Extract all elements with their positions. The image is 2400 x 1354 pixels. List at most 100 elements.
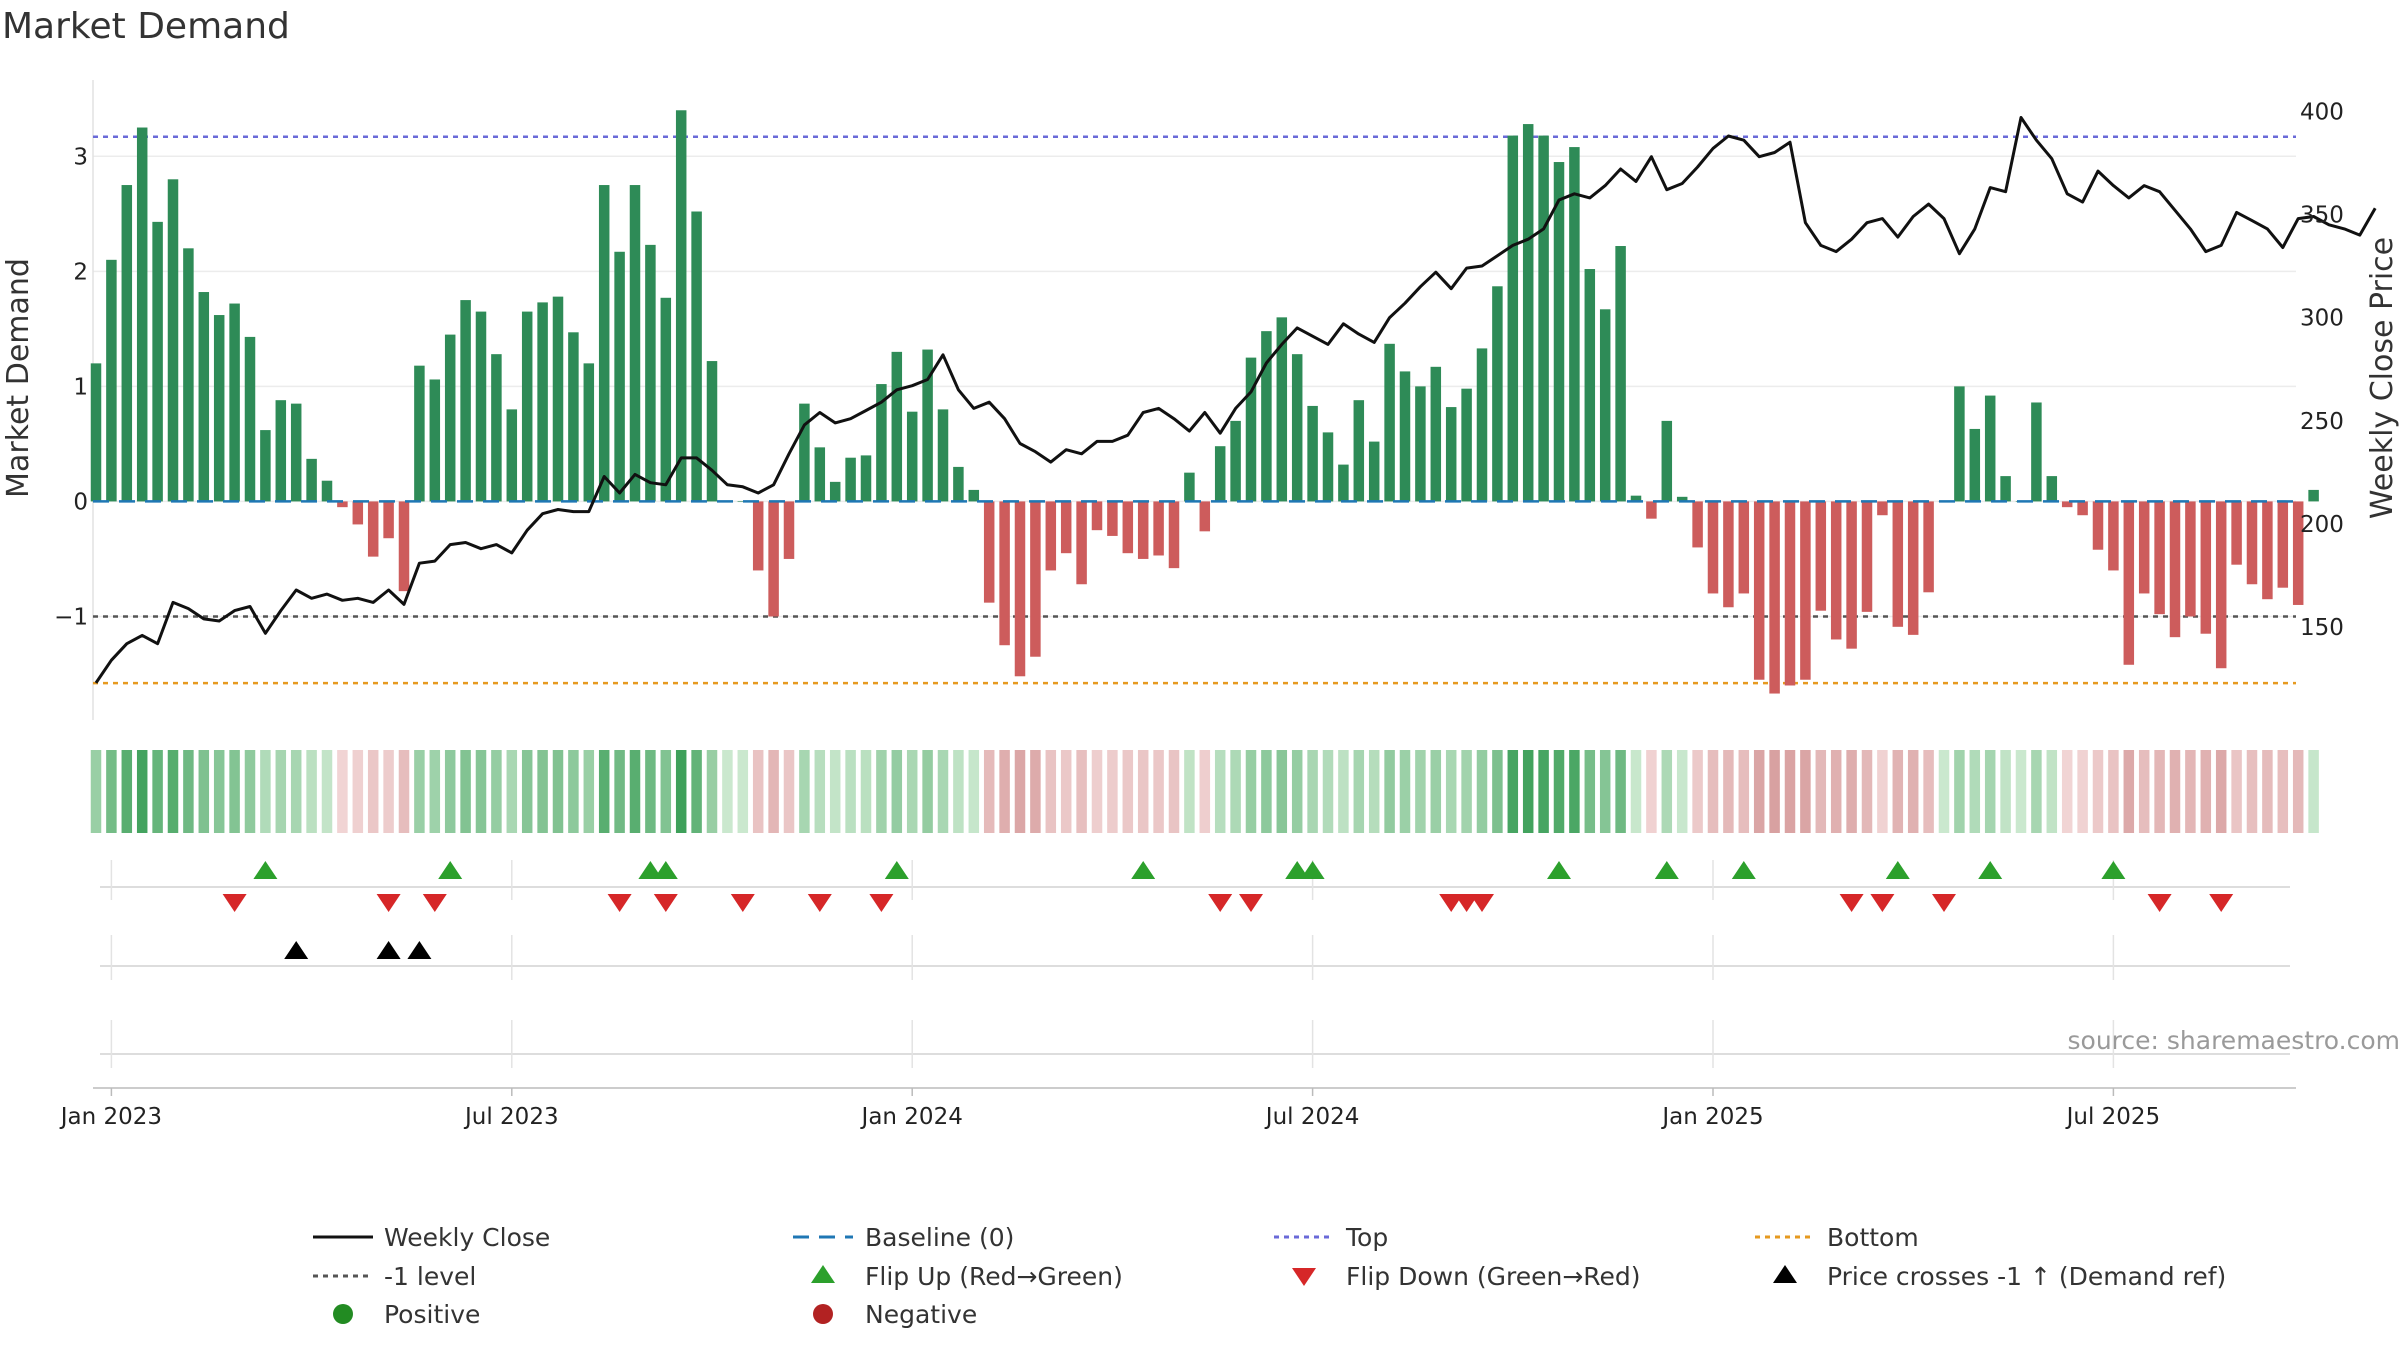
heat-cell — [1230, 750, 1241, 833]
y2-tick-label: 400 — [2300, 99, 2344, 125]
demand-bar — [199, 292, 210, 501]
heat-cell — [2185, 750, 2196, 833]
heat-cell — [599, 750, 610, 833]
demand-bar — [984, 501, 995, 602]
heat-cell — [676, 750, 687, 833]
heat-cell — [537, 750, 548, 833]
demand-bar — [1816, 501, 1827, 610]
flip-up-marker — [1732, 861, 1756, 879]
heat-cell — [445, 750, 456, 833]
flip-down-marker — [608, 894, 632, 912]
heat-cell — [1662, 750, 1673, 833]
flip-up-marker — [1978, 861, 2002, 879]
heat-cell — [2262, 750, 2273, 833]
demand-bar — [1569, 147, 1580, 501]
heat-cell — [1307, 750, 1318, 833]
demand-bar — [1076, 501, 1087, 584]
heat-cell — [291, 750, 302, 833]
heat-cell — [568, 750, 579, 833]
flip-up-marker — [1655, 861, 1679, 879]
heat-cell — [614, 750, 625, 833]
heat-cell — [353, 750, 364, 833]
heat-cell — [1015, 750, 1026, 833]
heat-cell — [1369, 750, 1380, 833]
heat-cell — [2139, 750, 2150, 833]
heat-cell — [1092, 750, 1103, 833]
heat-cell — [953, 750, 964, 833]
demand-bar — [953, 467, 964, 502]
demand-bar — [676, 110, 687, 501]
heat-cell — [1739, 750, 1750, 833]
flip-down-marker — [731, 894, 755, 912]
heat-cell — [122, 750, 133, 833]
heat-cell — [1816, 750, 1827, 833]
demand-bar — [768, 501, 779, 616]
demand-bar — [1092, 501, 1103, 530]
demand-bar — [1184, 473, 1195, 502]
heat-cell — [1215, 750, 1226, 833]
demand-bar — [306, 459, 317, 502]
heat-cell — [938, 750, 949, 833]
flip-down-marker — [1239, 894, 1263, 912]
demand-bar — [1615, 246, 1626, 501]
heat-cell — [784, 750, 795, 833]
demand-bar — [168, 179, 179, 501]
demand-bar — [1600, 309, 1611, 501]
flip-down-marker — [808, 894, 832, 912]
heat-cell — [1277, 750, 1288, 833]
demand-bar — [1492, 286, 1503, 501]
demand-bar — [1862, 501, 1873, 611]
heat-cell — [907, 750, 918, 833]
heat-cell — [2031, 750, 2042, 833]
heat-cell — [399, 750, 410, 833]
legend-label-price-cross: Price crosses -1 ↑ (Demand ref) — [1827, 1262, 2226, 1291]
heat-cell — [584, 750, 595, 833]
x-tick-label: Jul 2023 — [463, 1104, 559, 1130]
heat-cell — [476, 750, 487, 833]
demand-bar — [1846, 501, 1857, 648]
demand-bar — [1307, 406, 1318, 501]
heat-cell — [1985, 750, 1996, 833]
demand-bar — [1585, 269, 1596, 501]
price-cross-marker — [377, 941, 401, 959]
legend-item-baseline: Baseline (0) — [793, 1223, 1014, 1252]
heat-cell — [1415, 750, 1426, 833]
x-tick-label: Jul 2025 — [2065, 1104, 2161, 1130]
demand-bar — [614, 252, 625, 502]
y-tick-label: 3 — [73, 144, 88, 170]
demand-bar — [861, 455, 872, 501]
demand-bar — [1523, 124, 1534, 501]
demand-bar — [245, 337, 256, 502]
heat-cell — [2093, 750, 2104, 833]
flip-down-legend-icon — [1292, 1268, 1316, 1286]
heat-cell — [137, 750, 148, 833]
demand-bar — [1292, 354, 1303, 501]
y2-tick-label: 350 — [2300, 202, 2344, 228]
demand-bar — [2108, 501, 2119, 570]
heat-cell — [2016, 750, 2027, 833]
heat-cell — [2124, 750, 2135, 833]
y-axis-label: Market Demand — [1, 258, 36, 498]
price-cross-marker — [284, 941, 308, 959]
flip-down-marker — [223, 894, 247, 912]
demand-bar — [1354, 400, 1365, 501]
flip-down-marker — [869, 894, 893, 912]
legend-item-flip-up: Flip Up (Red→Green) — [811, 1262, 1123, 1291]
heat-cell — [861, 750, 872, 833]
demand-bar — [1415, 386, 1426, 501]
heat-cell — [245, 750, 256, 833]
demand-bar — [661, 298, 672, 502]
demand-bar — [353, 501, 364, 524]
x-tick-label: Jan 2025 — [1660, 1104, 1763, 1130]
demand-bar — [2262, 501, 2273, 599]
flip-up-marker — [1886, 861, 1910, 879]
heat-cell — [1908, 750, 1919, 833]
heat-cell — [738, 750, 749, 833]
demand-bar — [645, 245, 656, 502]
demand-bar — [214, 315, 225, 501]
heat-cell — [1862, 750, 1873, 833]
demand-bar — [1123, 501, 1134, 553]
legend-label-weekly-close: Weekly Close — [384, 1223, 550, 1252]
heat-cell — [152, 750, 163, 833]
heat-cell — [229, 750, 240, 833]
